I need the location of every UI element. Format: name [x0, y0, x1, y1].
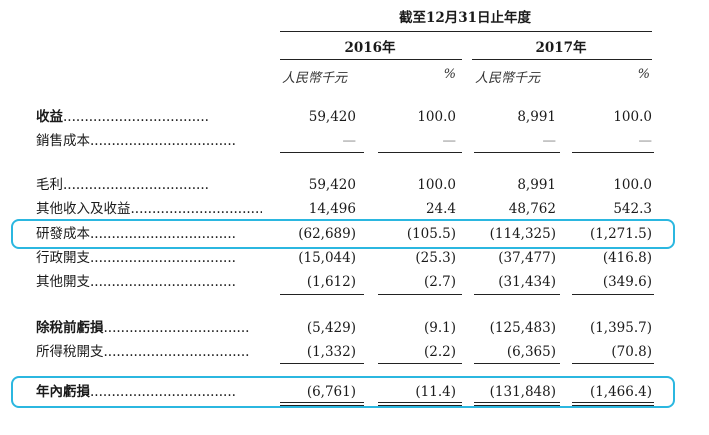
total-double-line [572, 402, 654, 406]
value-2016: (15,044) [298, 250, 356, 266]
value-2017: (6,365) [506, 344, 556, 360]
pct-2017: (1,271.5) [589, 226, 652, 242]
leader-dots: .................................. [103, 344, 250, 360]
pct-2016: (2.2) [423, 344, 456, 360]
pct-2017: 100.0 [613, 177, 652, 193]
subtotal-line [280, 294, 364, 295]
year-2016-header: 2016年 [344, 40, 396, 56]
row-label: 年內虧損 [36, 384, 90, 400]
value-2016: (5,429) [306, 320, 356, 336]
pct-2017: (349.6) [602, 274, 652, 290]
value-2017: 48,762 [508, 201, 556, 217]
highlight-box-rd-cost [11, 219, 675, 249]
value-2016: 59,420 [308, 177, 356, 193]
row-label: 毛利 [36, 177, 63, 193]
total-double-line [378, 402, 462, 406]
subtotal-line [280, 363, 364, 364]
pct-2016: 24.4 [425, 201, 456, 217]
pct-2016: (2.7) [423, 274, 456, 290]
value-2016: 59,420 [308, 109, 356, 125]
pct-2016: 100.0 [417, 109, 456, 125]
value-2016: (6,761) [306, 384, 356, 400]
pct-2016: (9.1) [423, 320, 456, 336]
value-2017: (125,483) [489, 320, 556, 336]
row-label: 所得稅開支 [36, 344, 104, 360]
value-2017: (114,325) [489, 226, 556, 242]
year-2017-header: 2017年 [535, 40, 587, 56]
subtotal-line [378, 294, 462, 295]
value-2017: (37,477) [498, 250, 556, 266]
pct-2017: (1,395.7) [589, 320, 652, 336]
pct-2017: (1,466.4) [589, 384, 652, 400]
year-2017-underline [472, 59, 652, 60]
row-label: 研發成本 [36, 226, 90, 242]
value-2017: 8,991 [517, 109, 556, 125]
leader-dots: .................................. [90, 226, 236, 242]
leader-dots: .................................. [90, 274, 236, 290]
subtotal-line [474, 152, 560, 153]
leader-dots: .................................. [63, 109, 209, 125]
pct-2017: 542.3 [613, 201, 652, 217]
value-2017: (31,434) [498, 274, 556, 290]
unit-rmb-2016: 人民幣千元 [282, 71, 348, 86]
leader-dots: .................................. [63, 177, 209, 193]
value-2017: (131,848) [489, 384, 556, 400]
pct-2016: — [442, 133, 457, 149]
subtotal-line [572, 363, 654, 364]
unit-pct-2017: % [637, 67, 650, 82]
value-2016: (1,332) [306, 344, 356, 360]
subtotal-line [378, 152, 462, 153]
leader-dots: .................................. [103, 320, 250, 336]
unit-rmb-2017: 人民幣千元 [475, 71, 541, 86]
total-double-line [474, 402, 560, 406]
leader-dots: .................................. [90, 384, 236, 400]
pct-2017: (416.8) [602, 250, 652, 266]
pct-2016: (25.3) [415, 250, 456, 266]
year-2016-underline [280, 59, 462, 60]
unit-pct-2016: % [443, 67, 456, 82]
leader-dots: .................................. [90, 133, 236, 149]
subtotal-line [378, 363, 462, 364]
period-underline [280, 31, 652, 32]
leader-dots: .................................. [130, 201, 263, 217]
value-2016: — [342, 133, 357, 149]
subtotal-line [280, 152, 364, 153]
row-label: 收益 [36, 109, 63, 125]
pct-2017: (70.8) [611, 344, 652, 360]
highlight-box-loss-for-year [11, 376, 675, 408]
period-title: 截至12月31日止年度 [398, 10, 532, 26]
subtotal-line [572, 294, 654, 295]
leader-dots: .................................. [90, 250, 236, 266]
pct-2016: (105.5) [406, 226, 456, 242]
subtotal-line [474, 363, 560, 364]
value-2016: (1,612) [306, 274, 356, 290]
row-label: 其他收入及收益 [36, 201, 131, 217]
row-label: 除稅前虧損 [36, 320, 104, 336]
pct-2016: 100.0 [417, 177, 456, 193]
row-label: 其他開支 [36, 274, 90, 290]
total-double-line [280, 402, 364, 406]
row-label: 銷售成本 [36, 133, 90, 149]
value-2017: — [542, 133, 557, 149]
pct-2017: — [638, 133, 653, 149]
subtotal-line [572, 152, 654, 153]
value-2016: (62,689) [298, 226, 356, 242]
value-2017: 8,991 [517, 177, 556, 193]
subtotal-line [474, 294, 560, 295]
row-label: 行政開支 [36, 250, 90, 266]
pct-2016: (11.4) [415, 384, 456, 400]
pct-2017: 100.0 [613, 109, 652, 125]
value-2016: 14,496 [308, 201, 356, 217]
